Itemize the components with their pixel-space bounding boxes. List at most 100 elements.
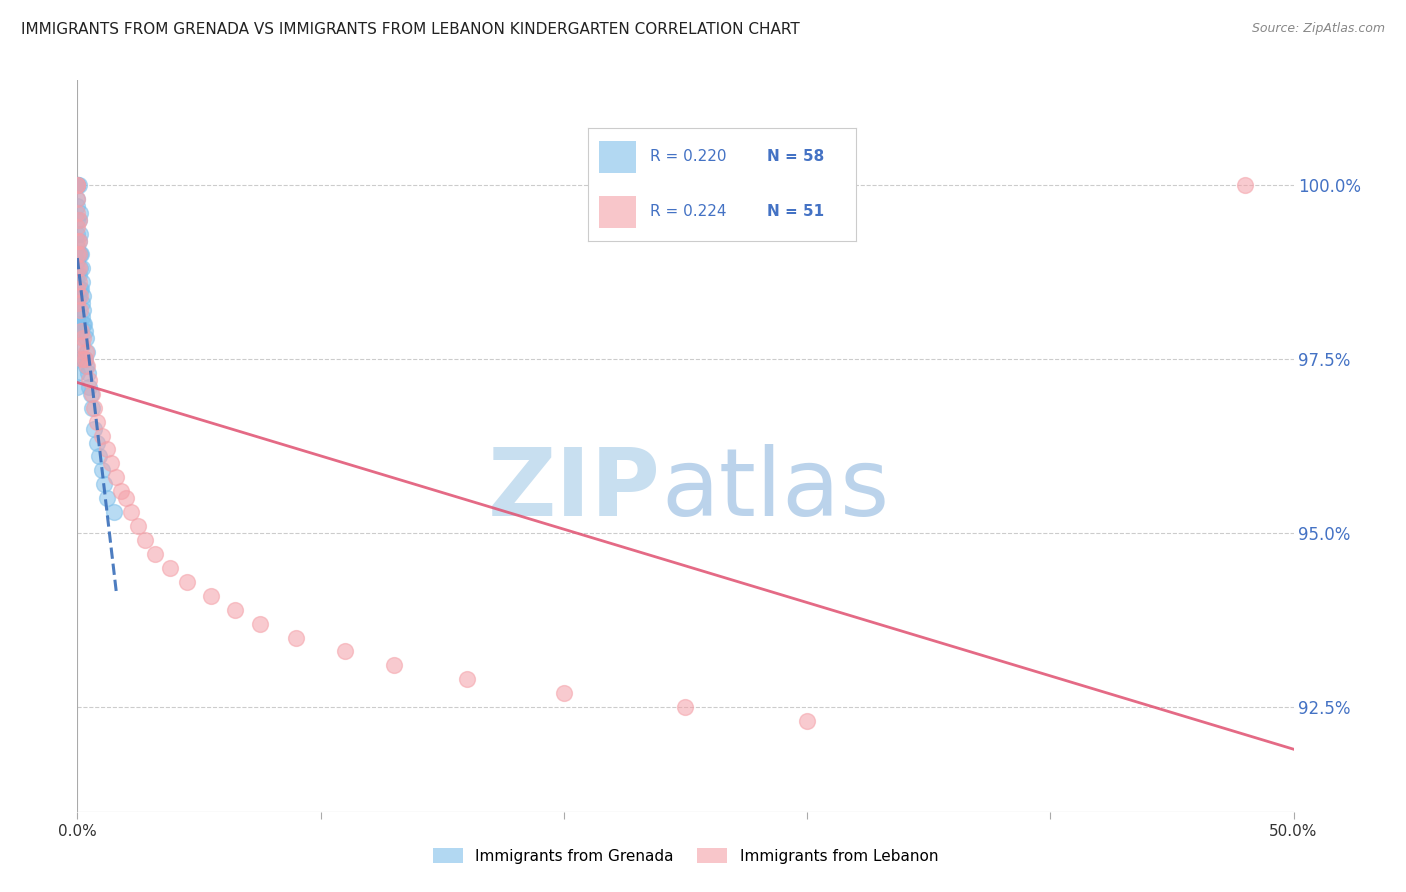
Point — [66, 351, 89, 366]
Point — [67, 247, 90, 261]
Point — [66, 310, 89, 325]
Point — [80, 386, 103, 401]
Point — [70, 261, 93, 276]
Point — [69, 261, 91, 276]
Point — [93, 477, 115, 491]
Point — [73, 351, 96, 366]
Point — [67, 234, 90, 248]
Point — [66, 296, 89, 310]
Point — [66, 324, 89, 338]
Point — [70, 324, 93, 338]
Point — [70, 310, 93, 325]
Point — [70, 296, 93, 310]
Point — [105, 470, 128, 484]
Point — [553, 686, 575, 700]
Point — [76, 359, 98, 373]
Point — [66, 192, 89, 206]
Point — [143, 547, 166, 561]
Point — [66, 212, 89, 227]
Text: ZIP: ZIP — [488, 444, 661, 536]
Point — [66, 178, 89, 192]
Point — [69, 303, 91, 318]
Point — [67, 234, 90, 248]
Point — [67, 261, 90, 276]
Point — [159, 561, 181, 575]
Point — [127, 519, 149, 533]
Point — [66, 380, 89, 394]
Point — [120, 505, 142, 519]
Point — [70, 351, 93, 366]
Point — [285, 631, 308, 645]
Point — [66, 282, 89, 296]
Point — [75, 331, 97, 345]
Point — [66, 178, 89, 192]
Point — [66, 338, 89, 352]
Point — [66, 247, 89, 261]
Point — [86, 415, 108, 429]
Point — [67, 317, 90, 331]
Point — [66, 254, 89, 268]
Point — [333, 644, 356, 658]
Point — [382, 658, 405, 673]
Point — [77, 366, 100, 380]
Point — [66, 296, 89, 310]
Point — [80, 386, 103, 401]
Point — [249, 616, 271, 631]
Point — [89, 450, 111, 464]
Point — [66, 227, 89, 241]
Point — [69, 227, 91, 241]
Point — [83, 421, 105, 435]
Point — [66, 178, 89, 192]
Point — [103, 505, 125, 519]
Point — [67, 247, 90, 261]
Point — [96, 442, 118, 457]
Point — [72, 331, 94, 345]
Point — [66, 261, 89, 276]
Point — [70, 338, 93, 352]
Text: Source: ZipAtlas.com: Source: ZipAtlas.com — [1251, 22, 1385, 36]
Point — [66, 178, 89, 192]
Point — [176, 574, 198, 589]
Point — [115, 491, 138, 506]
Point — [66, 199, 89, 213]
Point — [66, 178, 89, 192]
Point — [456, 673, 478, 687]
Point — [66, 178, 89, 192]
Point — [79, 373, 101, 387]
Text: IMMIGRANTS FROM GRENADA VS IMMIGRANTS FROM LEBANON KINDERGARTEN CORRELATION CHAR: IMMIGRANTS FROM GRENADA VS IMMIGRANTS FR… — [21, 22, 800, 37]
Point — [79, 380, 101, 394]
Point — [200, 589, 222, 603]
Point — [69, 205, 91, 219]
Point — [67, 178, 90, 192]
Point — [69, 282, 91, 296]
Point — [66, 268, 89, 283]
Point — [110, 484, 132, 499]
Point — [67, 212, 90, 227]
Point — [67, 289, 90, 303]
Point — [70, 247, 93, 261]
Point — [72, 289, 94, 303]
Point — [66, 366, 89, 380]
Point — [67, 212, 90, 227]
Point — [675, 700, 697, 714]
Point — [75, 345, 97, 359]
Point — [66, 178, 89, 192]
Point — [100, 457, 122, 471]
Point — [73, 317, 96, 331]
Point — [66, 240, 89, 254]
Point — [66, 234, 89, 248]
Point — [90, 463, 112, 477]
Point — [90, 428, 112, 442]
Text: atlas: atlas — [661, 444, 890, 536]
Point — [796, 714, 818, 728]
Point — [75, 359, 97, 373]
Point — [69, 247, 91, 261]
Point — [69, 289, 91, 303]
Point — [86, 435, 108, 450]
Point — [66, 192, 89, 206]
Point — [72, 303, 94, 318]
Point — [96, 491, 118, 506]
Point — [1233, 178, 1256, 192]
Point — [134, 533, 156, 547]
Point — [83, 401, 105, 415]
